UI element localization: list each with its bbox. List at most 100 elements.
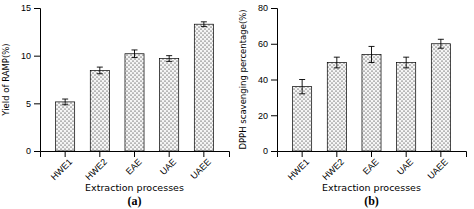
axis-line <box>278 152 467 158</box>
tick-mark <box>271 44 277 45</box>
error-line <box>134 50 135 58</box>
error-cap <box>166 61 172 62</box>
tick-mark <box>65 151 66 157</box>
tick-mark <box>99 151 100 157</box>
error-cap <box>299 93 305 94</box>
bar <box>125 54 144 151</box>
error-cap <box>166 55 172 56</box>
tick-label: 0 <box>263 146 268 156</box>
tick-mark <box>34 103 40 104</box>
panel-label: (b) <box>364 194 379 208</box>
tick-label: UAEE <box>426 157 450 181</box>
error-cap <box>299 79 305 80</box>
axis-line <box>34 9 41 152</box>
tick-mark <box>169 151 170 157</box>
error-cap <box>403 67 409 68</box>
figure: 0 5 10 15 HWE1 HWE2 EAE UAE UAEE Yield of RAMP(%)… <box>0 0 474 209</box>
tick: HWE1 <box>286 151 311 182</box>
error-cap <box>97 73 103 74</box>
tick: EAE <box>361 151 381 177</box>
error-bar <box>62 99 68 105</box>
error-cap <box>132 57 138 58</box>
bar <box>293 87 312 151</box>
axis-line <box>271 9 278 152</box>
tick: 15 <box>21 3 40 13</box>
tick-label: 80 <box>258 3 268 13</box>
error-bar <box>201 22 207 27</box>
tick-mark <box>203 151 204 157</box>
tick-label: 40 <box>258 75 268 85</box>
error-line <box>371 46 372 62</box>
tick-mark <box>271 80 277 81</box>
plot-area <box>293 39 451 151</box>
tick-mark <box>440 151 441 157</box>
tick: UAE <box>395 151 415 177</box>
error-line <box>302 80 303 94</box>
tick: 5 <box>26 99 40 109</box>
tick-mark <box>34 56 40 57</box>
error-cap <box>438 39 444 40</box>
tick-label: UAEE <box>189 157 213 181</box>
tick-mark <box>271 151 277 152</box>
tick: UAEE <box>189 151 213 181</box>
tick-mark <box>271 115 277 116</box>
error-line <box>65 99 66 105</box>
y-axis: 020406080 <box>258 3 278 156</box>
axis-line <box>41 152 230 158</box>
error-line <box>169 56 170 62</box>
x-axis: HWE1 HWE2 EAE UAE UAEE <box>278 151 467 182</box>
error-line <box>99 67 100 74</box>
error-line <box>406 57 407 68</box>
y-axis-title: Yield of RAMP(%) <box>1 43 11 116</box>
tick-label: HWE1 <box>286 157 311 182</box>
plot-area <box>56 22 214 151</box>
x-axis-title: Extraction processes <box>322 182 421 193</box>
tick-label: HWE1 <box>49 157 74 182</box>
tick-mark <box>406 151 407 157</box>
bar <box>160 59 179 151</box>
tick: 0 <box>26 146 40 156</box>
bar <box>194 24 213 151</box>
tick-mark <box>371 151 372 157</box>
panel-label: (a) <box>128 194 142 208</box>
error-cap <box>334 57 340 58</box>
y-axis-title: DPPH scavenging percentage(%) <box>238 9 248 149</box>
error-cap <box>403 57 409 58</box>
tick-label: EAE <box>361 157 381 177</box>
tick-mark <box>134 151 135 157</box>
error-cap <box>369 62 375 63</box>
x-axis: HWE1HWE2EAEUAEUAEE <box>41 151 230 182</box>
error-cap <box>62 104 68 105</box>
bar <box>327 63 346 151</box>
bar <box>90 70 109 151</box>
tick-label: HWE2 <box>320 157 345 182</box>
error-line <box>336 57 337 68</box>
tick-label: HWE2 <box>83 157 108 182</box>
error-bar <box>403 57 409 68</box>
tick-label: 15 <box>21 3 31 13</box>
error-bar <box>132 50 138 58</box>
error-bar <box>369 46 375 62</box>
tick: UAE <box>158 151 178 177</box>
y-axis: 0 5 10 15 <box>21 3 41 156</box>
error-cap <box>369 46 375 47</box>
tick: HWE2 <box>83 151 108 182</box>
error-bar <box>334 57 340 68</box>
tick-label: 5 <box>26 99 31 109</box>
tick: 0 <box>263 146 277 156</box>
tick-label: 10 <box>21 51 31 61</box>
bar <box>397 63 416 151</box>
tick: 20 <box>258 111 277 121</box>
error-cap <box>132 49 138 50</box>
error-line <box>203 22 204 27</box>
tick-mark <box>34 151 40 152</box>
error-cap <box>201 21 207 22</box>
error-bar <box>166 56 172 62</box>
tick-label: 0 <box>26 146 31 156</box>
panel: 020406080HWE1HWE2EAEUAEUAEEDPPH scavengi… <box>238 3 467 208</box>
error-bar <box>97 67 103 74</box>
tick-mark <box>336 151 337 157</box>
x-axis-title: Extraction processes <box>85 182 184 193</box>
panel: 051015HWE1HWE2EAEUAEUAEEYield of RAMP(%)… <box>1 3 230 208</box>
error-bar <box>438 39 444 48</box>
